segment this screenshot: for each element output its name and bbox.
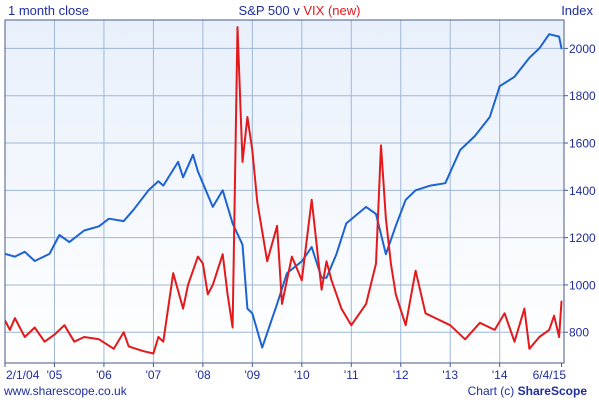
x-tick-label: '06 <box>96 368 112 382</box>
y-tick-label: 1400 <box>569 184 596 198</box>
y-tick-label: 1600 <box>569 137 596 151</box>
x-tick-label: '13 <box>442 368 458 382</box>
period-label: 1 month close <box>8 3 89 18</box>
y-tick-label: 800 <box>569 326 589 340</box>
x-tick-label: '09 <box>245 368 261 382</box>
y-tick-label: 1000 <box>569 278 596 292</box>
grid-lines <box>5 20 564 363</box>
source-url: www.sharescope.co.uk <box>4 384 127 398</box>
brand-name: ShareScope <box>517 384 587 398</box>
series-line-vix-new <box>5 26 563 355</box>
x-tick-label: '07 <box>146 368 162 382</box>
series-lines <box>5 26 563 355</box>
x-tick-label: '08 <box>195 368 211 382</box>
title-joiner: v <box>289 3 304 18</box>
y-tick-label: 2000 <box>569 42 596 56</box>
x-tick-label: '11 <box>344 368 359 382</box>
x-tick-label: 6/4/15 <box>533 368 567 382</box>
y-axis-ticks: 800 1000 1200 1400 1600 1800 2000 <box>564 42 596 340</box>
plot-area <box>5 20 564 363</box>
y-tick-label: 1200 <box>569 231 596 245</box>
x-tick-label: '05 <box>47 368 63 382</box>
x-tick-label: 2/1/04 <box>6 368 40 382</box>
copyright-credit: Chart (c) ShareScope <box>468 384 587 399</box>
title-series-vix: VIX (new) <box>303 3 361 18</box>
series-line-s-p-500 <box>5 33 563 349</box>
y-tick-label: 1800 <box>569 89 596 103</box>
chart-title: S&P 500 v VIX (new) <box>0 3 599 19</box>
x-tick-label: '14 <box>492 368 508 382</box>
copyright-prefix: Chart (c) <box>467 384 518 398</box>
x-tick-label: '10 <box>294 368 310 382</box>
title-series-sp500: S&P 500 <box>238 3 290 18</box>
x-tick-label: '12 <box>393 368 409 382</box>
plot-frame <box>4 19 565 364</box>
y-axis-title: Index <box>561 3 593 18</box>
x-axis-ticks: 2/1/04 '05 '06 '07 '08 '09 '10 '11 '12 '13 '14 6/4/… <box>4 363 567 382</box>
